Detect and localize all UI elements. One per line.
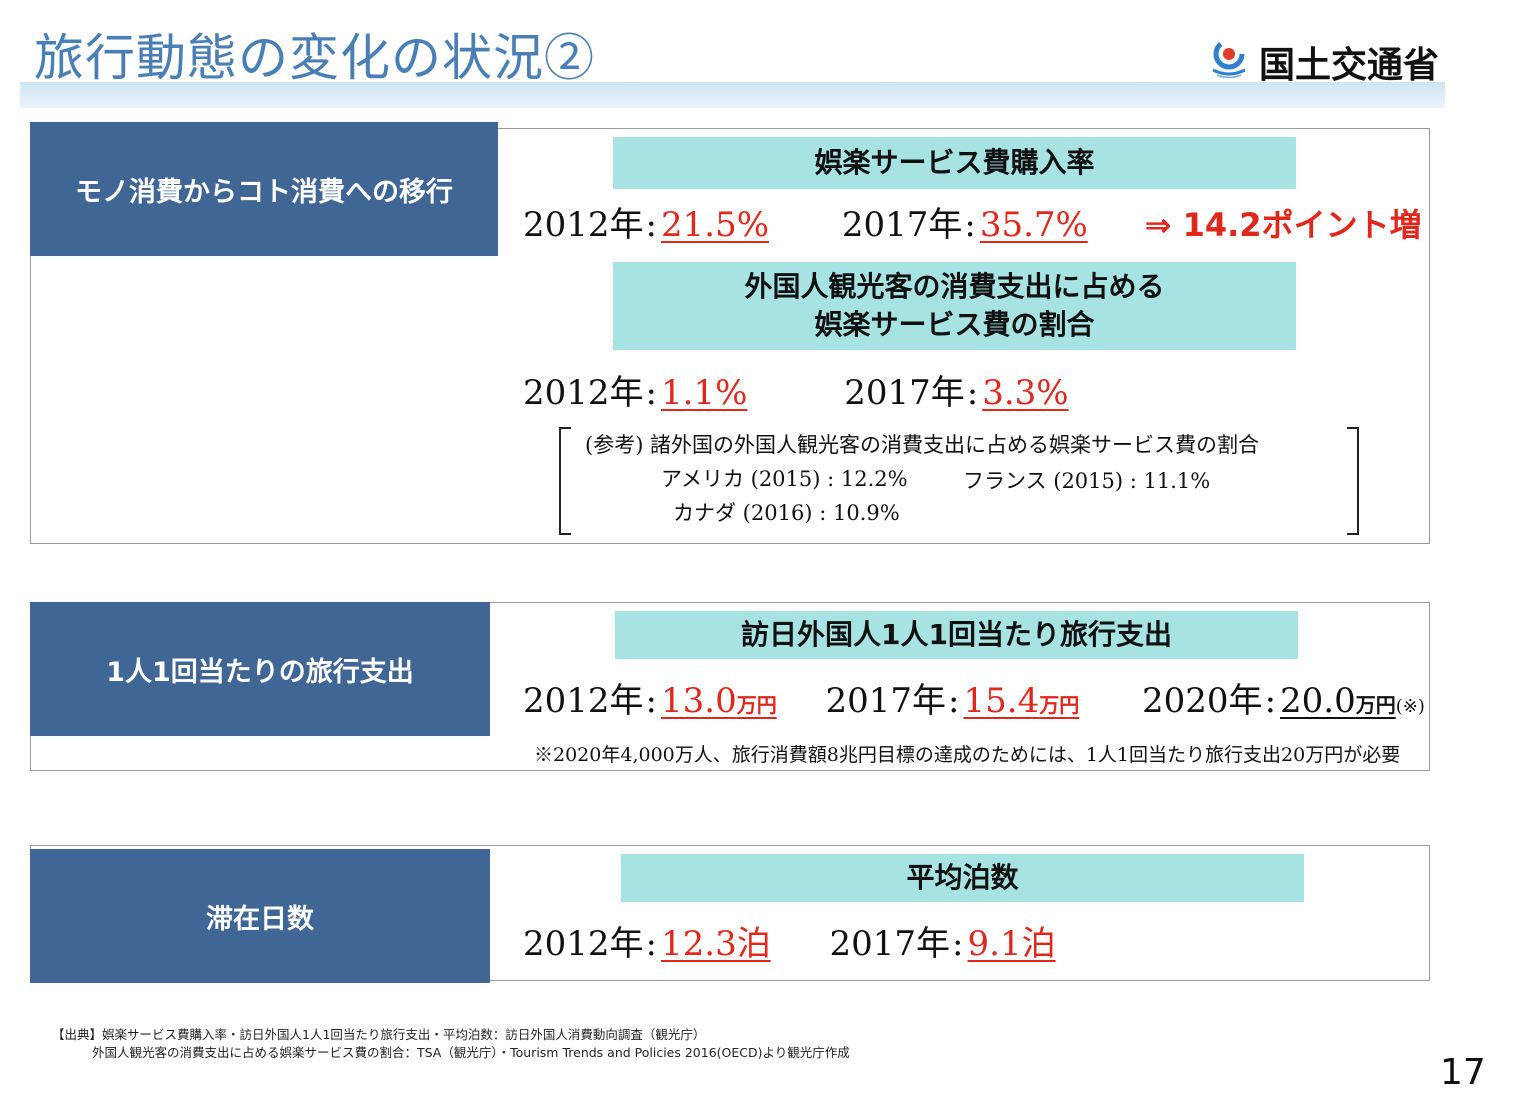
reference-country: カナダ (2016) (673, 501, 813, 525)
stat-year: 2017年 (825, 681, 947, 721)
block-heading: 娯楽サービス費購入率 (613, 137, 1296, 189)
stat-item: 2017年: 3.3% (844, 373, 1069, 413)
stat-value: 12.3泊 (661, 924, 771, 964)
block-heading: 平均泊数 (621, 854, 1304, 902)
stats-row: 2012年: 12.3泊 2017年: 9.1泊 (523, 916, 1056, 965)
reference-value: 11.1% (1143, 469, 1211, 493)
stat-year: 2012年 (523, 205, 644, 245)
stats-row: 2012年: 21.5% 2017年: 35.7% ⇒ 14.2ポイント増 (523, 197, 1422, 246)
source-line: 外国人観光客の消費支出に占める娯楽サービス費の割合：TSA（観光庁）・Touri… (92, 1045, 850, 1060)
stat-item: 2012年: 1.1% (523, 373, 748, 413)
heading-line: 訪日外国人1人1回当たり旅行支出 (741, 618, 1172, 651)
reference-country: アメリカ (2015) (661, 467, 821, 491)
reference-entry: フランス (2015) : 11.1% (963, 469, 1211, 493)
stat-value: 15.4万円 (964, 681, 1080, 721)
stat-value: 21.5% (661, 205, 770, 245)
stat-value: 20.0万円 (1280, 681, 1396, 721)
ministry-logo: 国土交通省 (1207, 34, 1439, 86)
reference-country: フランス (2015) (963, 469, 1124, 493)
section-label: モノ消費からコト消費への移行 (30, 122, 498, 256)
heading-line: 外国人観光客の消費支出に占める (744, 270, 1165, 303)
target-mark: (※) (1395, 696, 1425, 717)
stat-year: 2017年 (829, 924, 951, 964)
stat-item: 2012年: 21.5% (523, 205, 770, 245)
stat-number: 20.0 (1280, 681, 1356, 721)
section-panel-stay: 滞在日数 平均泊数 2012年: 12.3泊 2017年: 9.1泊 (30, 845, 1430, 983)
mlit-logo-icon (1212, 38, 1246, 78)
stat-value: 35.7% (979, 205, 1088, 245)
stat-item: 2017年: 15.4万円 (825, 681, 1080, 721)
stat-unit: 万円 (1039, 693, 1080, 717)
stat-number: 15.4 (963, 681, 1040, 721)
stat-value: 1.1% (661, 373, 748, 413)
stat-year: 2012年 (523, 373, 644, 413)
stat-item: 2017年: 35.7% (841, 205, 1088, 245)
block-heading: 訪日外国人1人1回当たり旅行支出 (615, 611, 1298, 659)
bracket-left (559, 427, 571, 535)
stat-item: 2020年: 20.0万円(※) (1142, 681, 1425, 721)
reference-value: 12.2% (840, 467, 908, 491)
stat-year: 2012年 (523, 681, 644, 721)
reference-entry: アメリカ (2015) : 12.2% (661, 467, 908, 491)
title-underline-bar (20, 82, 1445, 108)
source-line: 【出典】娯楽サービス費購入率・訪日外国人1人1回当たり旅行支出・平均泊数：訪日外… (52, 1027, 706, 1042)
stat-year: 2017年 (841, 205, 963, 245)
logo-text: 国土交通省 (1259, 45, 1440, 86)
stat-unit: 万円 (1355, 693, 1396, 717)
stat-number: 13.0 (661, 681, 737, 721)
stat-value: 3.3% (982, 373, 1069, 413)
stat-item: 2012年: 13.0万円 (523, 681, 777, 721)
stat-value: 13.0万円 (661, 681, 777, 721)
stat-year: 2012年 (523, 924, 644, 964)
section-panel-consumption: モノ消費からコト消費への移行 娯楽サービス費購入率 2012年: 21.5% 20… (30, 122, 1430, 544)
page-number: 17 (1440, 1052, 1486, 1093)
heading-line: 平均泊数 (906, 861, 1019, 894)
increase-text: ⇒ 14.2ポイント増 (1144, 206, 1422, 244)
section-label: 滞在日数 (30, 849, 490, 983)
stat-year: 2017年 (844, 373, 965, 413)
block-heading: 外国人観光客の消費支出に占める 娯楽サービス費の割合 (613, 262, 1296, 350)
stat-item: 2017年: 9.1泊 (829, 924, 1056, 964)
reference-title: (参考) 諸外国の外国人観光客の消費支出に占める娯楽サービス費の割合 (585, 433, 1260, 457)
stat-item: 2012年: 12.3泊 (523, 924, 771, 964)
target-note: ※2020年4,000万人、旅行消費額8兆円目標の達成のためには、1人1回当たり… (534, 744, 1401, 766)
heading-line: 娯楽サービス費の割合 (814, 308, 1095, 341)
reference-entry: カナダ (2016) : 10.9% (673, 501, 900, 525)
stat-unit: 万円 (736, 693, 777, 717)
stats-row: 2012年: 13.0万円 2017年: 15.4万円 2020年: 20.0万円(※… (523, 673, 1425, 722)
reference-box: (参考) 諸外国の外国人観光客の消費支出に占める娯楽サービス費の割合 アメリカ … (559, 427, 1359, 535)
stat-year: 2020年 (1142, 681, 1263, 721)
stat-value: 9.1泊 (967, 924, 1056, 964)
section-panel-spending: 1人1回当たりの旅行支出 訪日外国人1人1回当たり旅行支出 2012年: 13.0… (30, 602, 1430, 771)
heading-line: 娯楽サービス費購入率 (814, 146, 1095, 179)
reference-value: 10.9% (832, 501, 900, 525)
stats-row: 2012年: 1.1% 2017年: 3.3% (523, 365, 1069, 414)
section-label: 1人1回当たりの旅行支出 (30, 602, 490, 736)
bracket-right (1347, 427, 1359, 535)
page-title: 旅行動態の変化の状況② (34, 29, 595, 87)
